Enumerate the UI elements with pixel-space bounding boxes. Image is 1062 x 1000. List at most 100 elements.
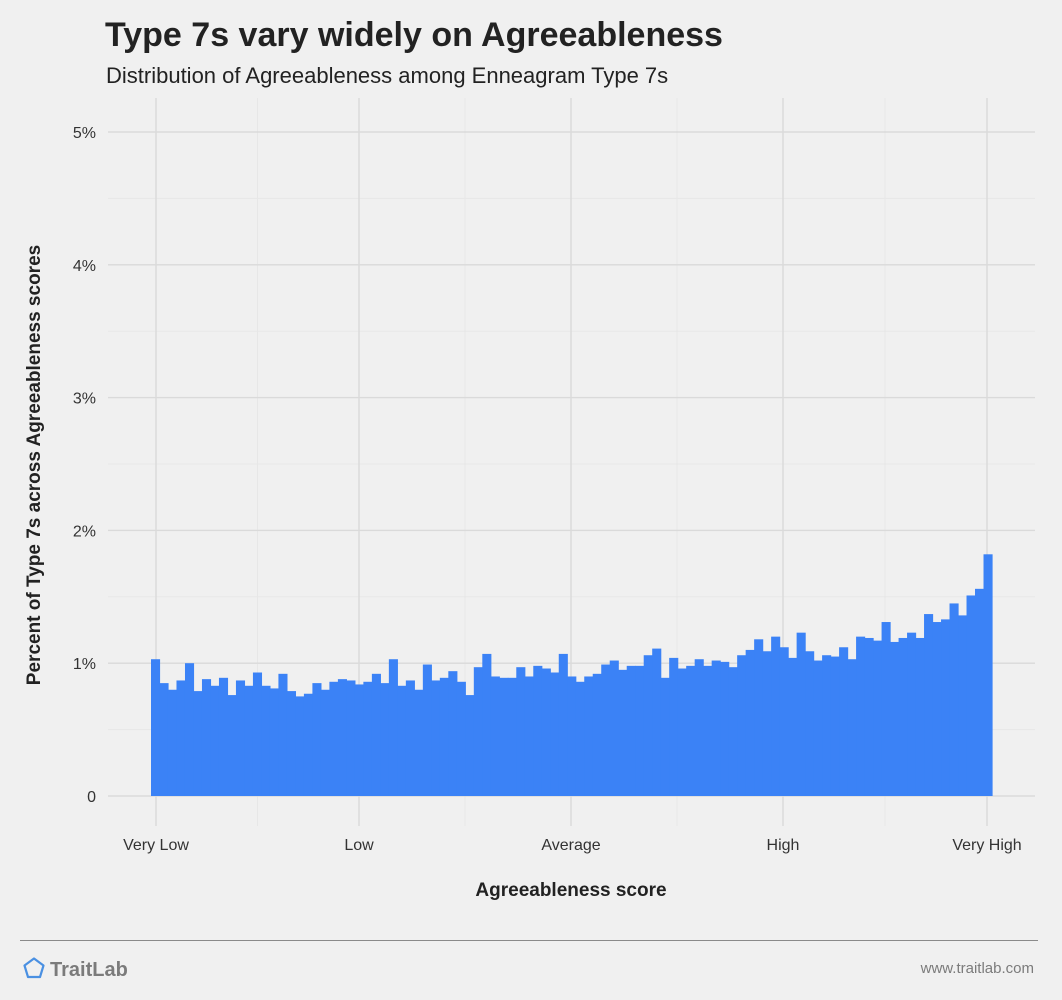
y-axis-title: Percent of Type 7s across Agreeableness … xyxy=(24,245,45,685)
bar xyxy=(354,684,364,796)
x-axis-title: Agreeableness score xyxy=(475,880,666,901)
bar xyxy=(541,668,551,796)
bar xyxy=(227,695,237,796)
bar xyxy=(388,659,398,796)
bar xyxy=(686,665,696,796)
bar xyxy=(890,641,900,796)
bar xyxy=(473,667,483,796)
bar xyxy=(499,677,509,796)
bar xyxy=(983,554,993,796)
bar xyxy=(235,680,246,796)
bar xyxy=(609,660,619,796)
bar xyxy=(550,672,560,796)
bar xyxy=(533,665,543,796)
bar xyxy=(941,619,951,796)
bar xyxy=(677,668,687,796)
x-tick-label: High xyxy=(767,837,800,854)
bar xyxy=(448,671,458,796)
y-axis-ticks: 0 1% 2% 3% 4% 5% xyxy=(73,125,96,806)
bar xyxy=(184,663,195,796)
bar xyxy=(507,677,517,796)
bar xyxy=(898,637,908,796)
bar xyxy=(711,660,721,796)
bar xyxy=(397,685,407,796)
bar xyxy=(924,614,934,796)
bar xyxy=(626,665,636,796)
bar xyxy=(703,665,713,796)
y-tick-label: 4% xyxy=(73,258,96,275)
bar xyxy=(915,637,925,796)
brand-name: TraitLab xyxy=(50,958,128,981)
bar xyxy=(176,680,186,796)
bar xyxy=(601,664,611,796)
bar xyxy=(167,689,178,796)
bar xyxy=(737,655,747,796)
bar xyxy=(439,677,449,796)
bar xyxy=(830,656,840,796)
bar xyxy=(286,691,297,796)
bar xyxy=(516,667,526,796)
bar xyxy=(771,636,781,796)
bar xyxy=(201,679,212,796)
bar xyxy=(312,683,322,796)
y-tick-label: 0 xyxy=(87,789,96,806)
bar xyxy=(652,648,662,796)
bar xyxy=(244,685,254,796)
bars-group xyxy=(151,554,993,796)
bar xyxy=(856,636,866,796)
bar xyxy=(210,685,220,796)
chart-title: Type 7s vary widely on Agreeableness xyxy=(105,16,723,54)
bar xyxy=(975,588,985,796)
bar xyxy=(907,632,917,796)
bar xyxy=(788,657,798,796)
x-tick-label: Very High xyxy=(952,837,1021,854)
pentagon-logo-icon xyxy=(22,956,46,985)
x-axis-ticks: Very Low Low Average High Very High xyxy=(123,837,1022,854)
bar xyxy=(422,664,432,796)
bar xyxy=(822,655,832,796)
bar xyxy=(193,691,203,796)
bar xyxy=(720,661,730,796)
bar xyxy=(847,659,857,796)
bar xyxy=(813,660,823,796)
bar xyxy=(660,677,670,796)
bar xyxy=(218,677,229,796)
bar xyxy=(363,681,373,796)
bar xyxy=(380,683,390,796)
bar xyxy=(303,693,313,796)
bar xyxy=(329,681,339,796)
bar xyxy=(278,673,288,796)
bar xyxy=(635,665,645,796)
bar xyxy=(728,667,738,796)
website-link[interactable]: www.traitlab.com xyxy=(920,960,1034,977)
bar xyxy=(694,659,704,796)
bar xyxy=(371,673,381,796)
bar xyxy=(524,676,534,796)
bar xyxy=(482,653,492,796)
histogram-chart: 0 1% 2% 3% 4% 5% Very Low Low Average High Very H… xyxy=(24,98,1035,901)
bar xyxy=(456,681,466,796)
bar xyxy=(269,688,280,796)
bar xyxy=(949,603,959,796)
x-tick-label: Average xyxy=(541,837,600,854)
bar xyxy=(669,657,679,796)
bar xyxy=(932,622,942,796)
bar xyxy=(864,637,874,796)
bar xyxy=(873,640,883,796)
bar xyxy=(490,676,500,796)
bar xyxy=(346,680,356,796)
bar xyxy=(779,647,789,796)
bar xyxy=(575,681,585,796)
y-tick-label: 3% xyxy=(73,391,96,408)
x-tick-label: Very Low xyxy=(123,837,189,854)
bar xyxy=(465,695,475,796)
x-tick-label: Low xyxy=(344,837,374,854)
bar xyxy=(966,595,976,796)
bar xyxy=(839,647,849,796)
brand-logo[interactable]: TraitLab xyxy=(22,955,128,985)
bar xyxy=(558,653,568,796)
bar xyxy=(762,651,772,796)
bar xyxy=(881,622,891,796)
bar xyxy=(151,659,161,796)
bar xyxy=(643,655,653,796)
